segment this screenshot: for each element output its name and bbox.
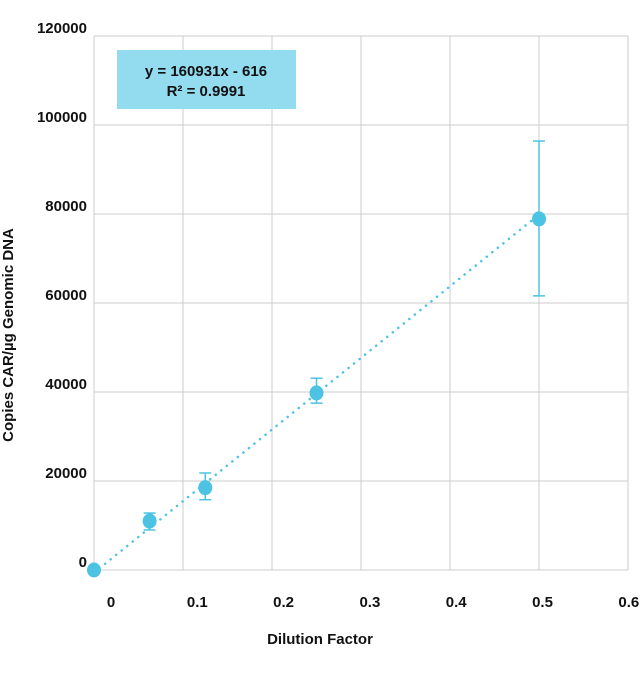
y-tick-label: 0 — [79, 554, 87, 571]
data-point — [142, 513, 157, 529]
grid — [93, 35, 629, 571]
y-tick-label: 60000 — [45, 287, 87, 304]
y-tick-labels: 0 20000 40000 60000 80000 100000 120000 — [37, 20, 87, 571]
y-tick-label: 40000 — [45, 376, 87, 393]
data-points — [87, 140, 546, 578]
x-tick-label: 0.1 — [187, 594, 208, 611]
equation-text: y = 160931x - 616 — [145, 63, 267, 80]
x-tick-labels: 0 0.1 0.2 0.3 0.4 0.5 0.6 — [107, 594, 639, 611]
y-tick-label: 20000 — [45, 465, 87, 482]
x-tick-label: 0.2 — [273, 594, 294, 611]
data-point — [532, 211, 546, 227]
y-axis-label: Copies CAR/µg Genomic DNA — [0, 228, 17, 442]
x-tick-label: 0.4 — [446, 594, 468, 611]
y-tick-label: 120000 — [37, 20, 87, 37]
data-point — [198, 480, 213, 496]
trendline — [92, 213, 541, 574]
trendline-path — [92, 213, 541, 574]
r-squared-text: R² = 0.9991 — [167, 83, 246, 100]
x-tick-label: 0.6 — [618, 594, 639, 611]
y-tick-label: 100000 — [37, 109, 87, 126]
x-tick-label: 0.3 — [359, 594, 380, 611]
equation-box — [117, 50, 296, 109]
x-axis-label: Dilution Factor — [267, 631, 373, 648]
data-point — [309, 385, 324, 401]
x-tick-label: 0.5 — [532, 594, 553, 611]
y-tick-label: 80000 — [45, 198, 87, 215]
data-point — [87, 562, 101, 578]
x-tick-label: 0 — [107, 594, 115, 611]
